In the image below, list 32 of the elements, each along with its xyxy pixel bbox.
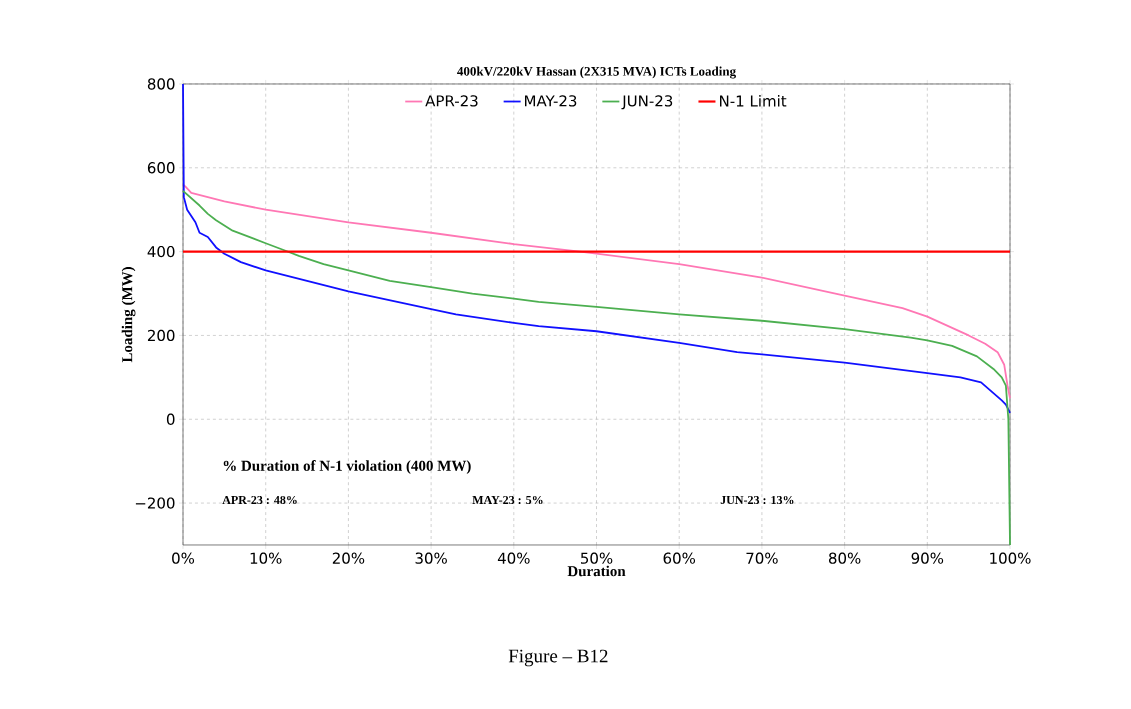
x-tick-label: 10% bbox=[250, 552, 282, 564]
x-tick-label: 100% bbox=[990, 552, 1031, 564]
x-tick-label: 30% bbox=[415, 552, 447, 564]
line-series bbox=[182, 183, 1011, 400]
line-series bbox=[182, 83, 1011, 414]
text: Figure – B12 bbox=[508, 649, 608, 667]
x-tick-label: 40% bbox=[497, 552, 530, 564]
y-tick-label: 600 bbox=[147, 162, 175, 174]
line-series bbox=[182, 189, 1011, 546]
legend-label: N-1 Limit bbox=[720, 95, 787, 107]
y-tick-label: 800 bbox=[147, 78, 175, 90]
x-tick-label: 60% bbox=[663, 552, 696, 564]
y-tick-label: −200 bbox=[135, 497, 175, 509]
annotation: % Duration of N-1 violation (400 MW) bbox=[223, 460, 471, 474]
y-axis-title: Loading (MW) bbox=[121, 267, 136, 363]
annotation: APR-23 : 48% bbox=[222, 495, 297, 505]
x-tick-label: 80% bbox=[828, 552, 861, 564]
legend-label: JUN-23 bbox=[621, 95, 673, 110]
x-tick-label: 0% bbox=[172, 552, 195, 564]
y-tick-label: 400 bbox=[147, 245, 175, 258]
x-axis-title: Duration bbox=[567, 565, 626, 577]
chart-title: 400kV/220kV Hassan (2X315 MVA) ICTs Loading bbox=[457, 66, 736, 79]
annotation: JUN-23 : 13% bbox=[720, 495, 794, 505]
legend-label: MAY-23 bbox=[525, 95, 577, 107]
x-tick-label: 90% bbox=[911, 552, 944, 564]
y-tick-label: 200 bbox=[147, 329, 175, 342]
y-tick-label: 0 bbox=[166, 413, 175, 425]
annotation: MAY-23 : 5% bbox=[472, 495, 543, 505]
x-tick-label: 50% bbox=[581, 552, 613, 564]
x-tick-label: 20% bbox=[332, 552, 365, 564]
legend-label: APR-23 bbox=[425, 95, 478, 107]
x-tick-label: 70% bbox=[746, 552, 778, 564]
